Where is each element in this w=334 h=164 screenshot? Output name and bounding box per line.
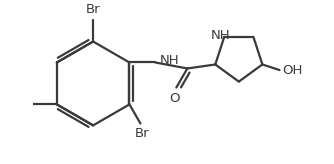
Text: Br: Br — [135, 127, 150, 140]
Text: OH: OH — [283, 63, 303, 77]
Text: NH: NH — [211, 29, 230, 42]
Text: O: O — [169, 92, 180, 105]
Text: Br: Br — [86, 3, 101, 16]
Text: NH: NH — [160, 54, 180, 67]
